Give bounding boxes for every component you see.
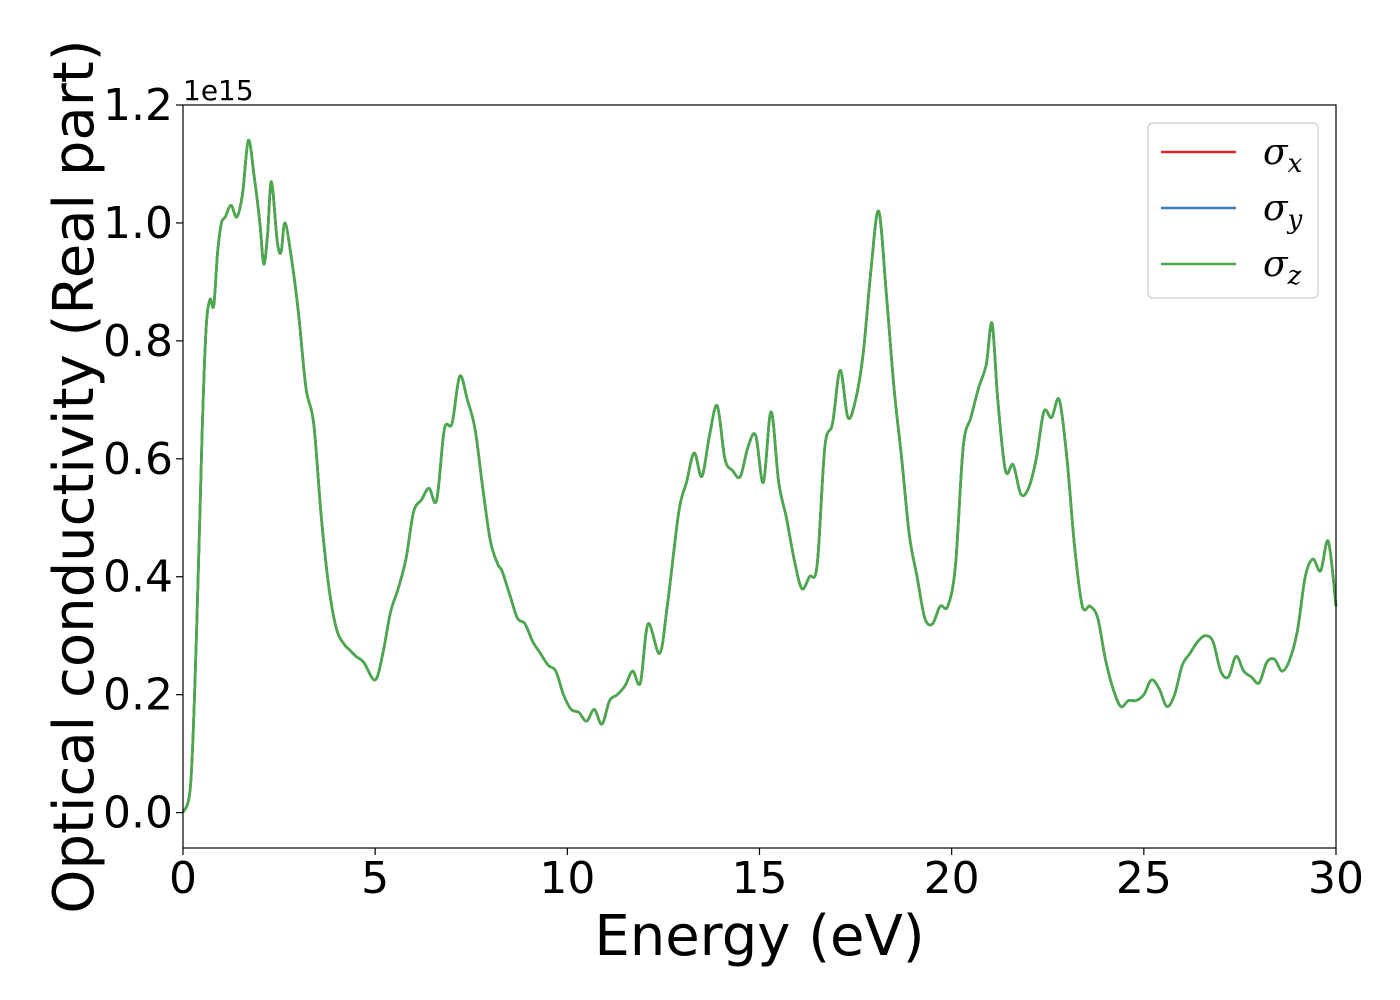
legend-entry-label: σz xyxy=(1263,244,1302,291)
x-tick-label: 0 xyxy=(169,853,197,904)
y-tick-label: 0.6 xyxy=(103,434,173,485)
legend-entry-label: σy xyxy=(1263,188,1303,235)
y-tick-label: 0.8 xyxy=(103,316,173,367)
x-tick-label: 30 xyxy=(1308,853,1364,904)
y-tick-label: 1.2 xyxy=(103,80,173,131)
y-axis-ticks: 0.0 0.2 0.4 0.6 0.8 1.0 1.2 xyxy=(103,80,183,839)
y-tick-label: 0.0 xyxy=(103,788,173,839)
x-tick-label: 10 xyxy=(539,853,595,904)
x-tick-label: 25 xyxy=(1116,853,1172,904)
legend: σx σy σz xyxy=(1147,122,1319,299)
series-lines xyxy=(181,139,1338,814)
y-tick-label: 0.4 xyxy=(103,552,173,603)
x-tick-label: 20 xyxy=(924,853,980,904)
x-axis-ticks: 0 5 10 15 20 25 30 xyxy=(169,848,1364,904)
x-tick-label: 5 xyxy=(361,853,389,904)
legend-box xyxy=(1147,122,1319,299)
series-line-σz xyxy=(181,139,1338,814)
y-tick-label: 1.0 xyxy=(103,198,173,249)
legend-entry-label: σx xyxy=(1263,132,1303,179)
y-axis-offset-label: 1e15 xyxy=(183,74,254,107)
x-axis-label: Energy (eV) xyxy=(594,904,924,969)
x-tick-label: 15 xyxy=(732,853,788,904)
y-axis-label: Optical conductivity (Real part) xyxy=(42,39,107,913)
y-tick-label: 0.2 xyxy=(103,670,173,721)
plot-frame xyxy=(182,104,1337,849)
